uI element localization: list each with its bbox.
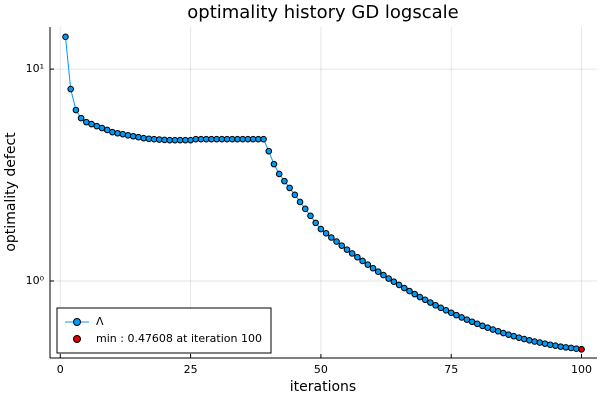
data-point <box>291 191 299 199</box>
x-tick-label: 25 <box>184 363 198 376</box>
legend-box <box>56 307 272 354</box>
legend-marker <box>73 318 81 326</box>
data-point <box>348 250 356 257</box>
data-point <box>135 133 142 141</box>
data-point <box>343 246 351 253</box>
data-point <box>453 311 460 319</box>
data-point <box>369 264 377 272</box>
data-point <box>296 198 304 206</box>
data-point <box>546 341 554 349</box>
data-point <box>432 301 439 309</box>
data-point <box>322 229 330 237</box>
data-point <box>364 261 372 268</box>
data-point <box>124 132 132 139</box>
data-point <box>520 335 528 343</box>
data-point <box>385 275 392 282</box>
data-point <box>374 268 382 276</box>
data-point <box>333 238 340 245</box>
data-point <box>442 307 450 314</box>
data-point <box>421 296 429 304</box>
data-point <box>552 342 559 349</box>
y-axis-label: optimality defect <box>3 132 19 252</box>
data-point <box>541 340 549 347</box>
data-point <box>380 271 387 279</box>
data-point <box>515 334 523 341</box>
data-point <box>390 278 398 286</box>
data-point <box>437 304 445 312</box>
data-point <box>427 299 434 306</box>
data-point <box>109 128 116 136</box>
data-point <box>406 287 413 295</box>
data-point <box>536 339 544 346</box>
data-point <box>573 345 580 353</box>
data-point <box>62 33 69 41</box>
legend-label: min : 0.47608 at iteration 100 <box>96 332 262 345</box>
data-point <box>260 135 267 143</box>
x-tick-label: 100 <box>571 363 592 376</box>
x-tick-label: 0 <box>57 363 64 376</box>
y-tick-label: 10¹ <box>26 62 44 75</box>
data-point <box>312 219 319 227</box>
data-point <box>286 184 293 192</box>
data-point <box>567 344 575 352</box>
x-tick-label: 50 <box>314 363 328 376</box>
data-point <box>270 160 278 168</box>
data-point <box>317 225 325 233</box>
data-point <box>531 338 538 345</box>
data-point <box>72 106 80 114</box>
data-point <box>557 343 564 350</box>
series-line <box>64 36 582 350</box>
data-point <box>307 212 314 220</box>
data-point <box>187 136 194 144</box>
legend-label: Λ <box>96 315 104 328</box>
data-point <box>328 234 335 241</box>
data-point <box>301 205 309 213</box>
y-tick-label: 10⁰ <box>26 274 45 287</box>
x-tick-label: 75 <box>444 363 458 376</box>
data-point <box>275 170 283 178</box>
data-point <box>526 336 533 344</box>
legend-marker <box>73 335 81 343</box>
data-point <box>129 132 137 140</box>
data-point <box>338 242 346 249</box>
data-point <box>395 281 403 289</box>
chart-title: optimality history GD logscale <box>187 2 458 23</box>
data-point <box>67 85 74 93</box>
data-point <box>447 309 455 317</box>
data-point <box>265 147 273 155</box>
data-point <box>416 293 424 301</box>
data-point <box>562 344 570 351</box>
data-point <box>281 177 288 185</box>
data-point <box>359 257 366 265</box>
data-point <box>411 290 419 298</box>
data-point <box>114 129 121 137</box>
data-point <box>140 134 147 142</box>
data-point <box>578 345 585 353</box>
data-point <box>400 284 408 292</box>
x-axis-label: iterations <box>290 379 356 395</box>
data-point <box>354 253 361 261</box>
data-point <box>77 114 85 122</box>
data-point <box>119 130 127 138</box>
